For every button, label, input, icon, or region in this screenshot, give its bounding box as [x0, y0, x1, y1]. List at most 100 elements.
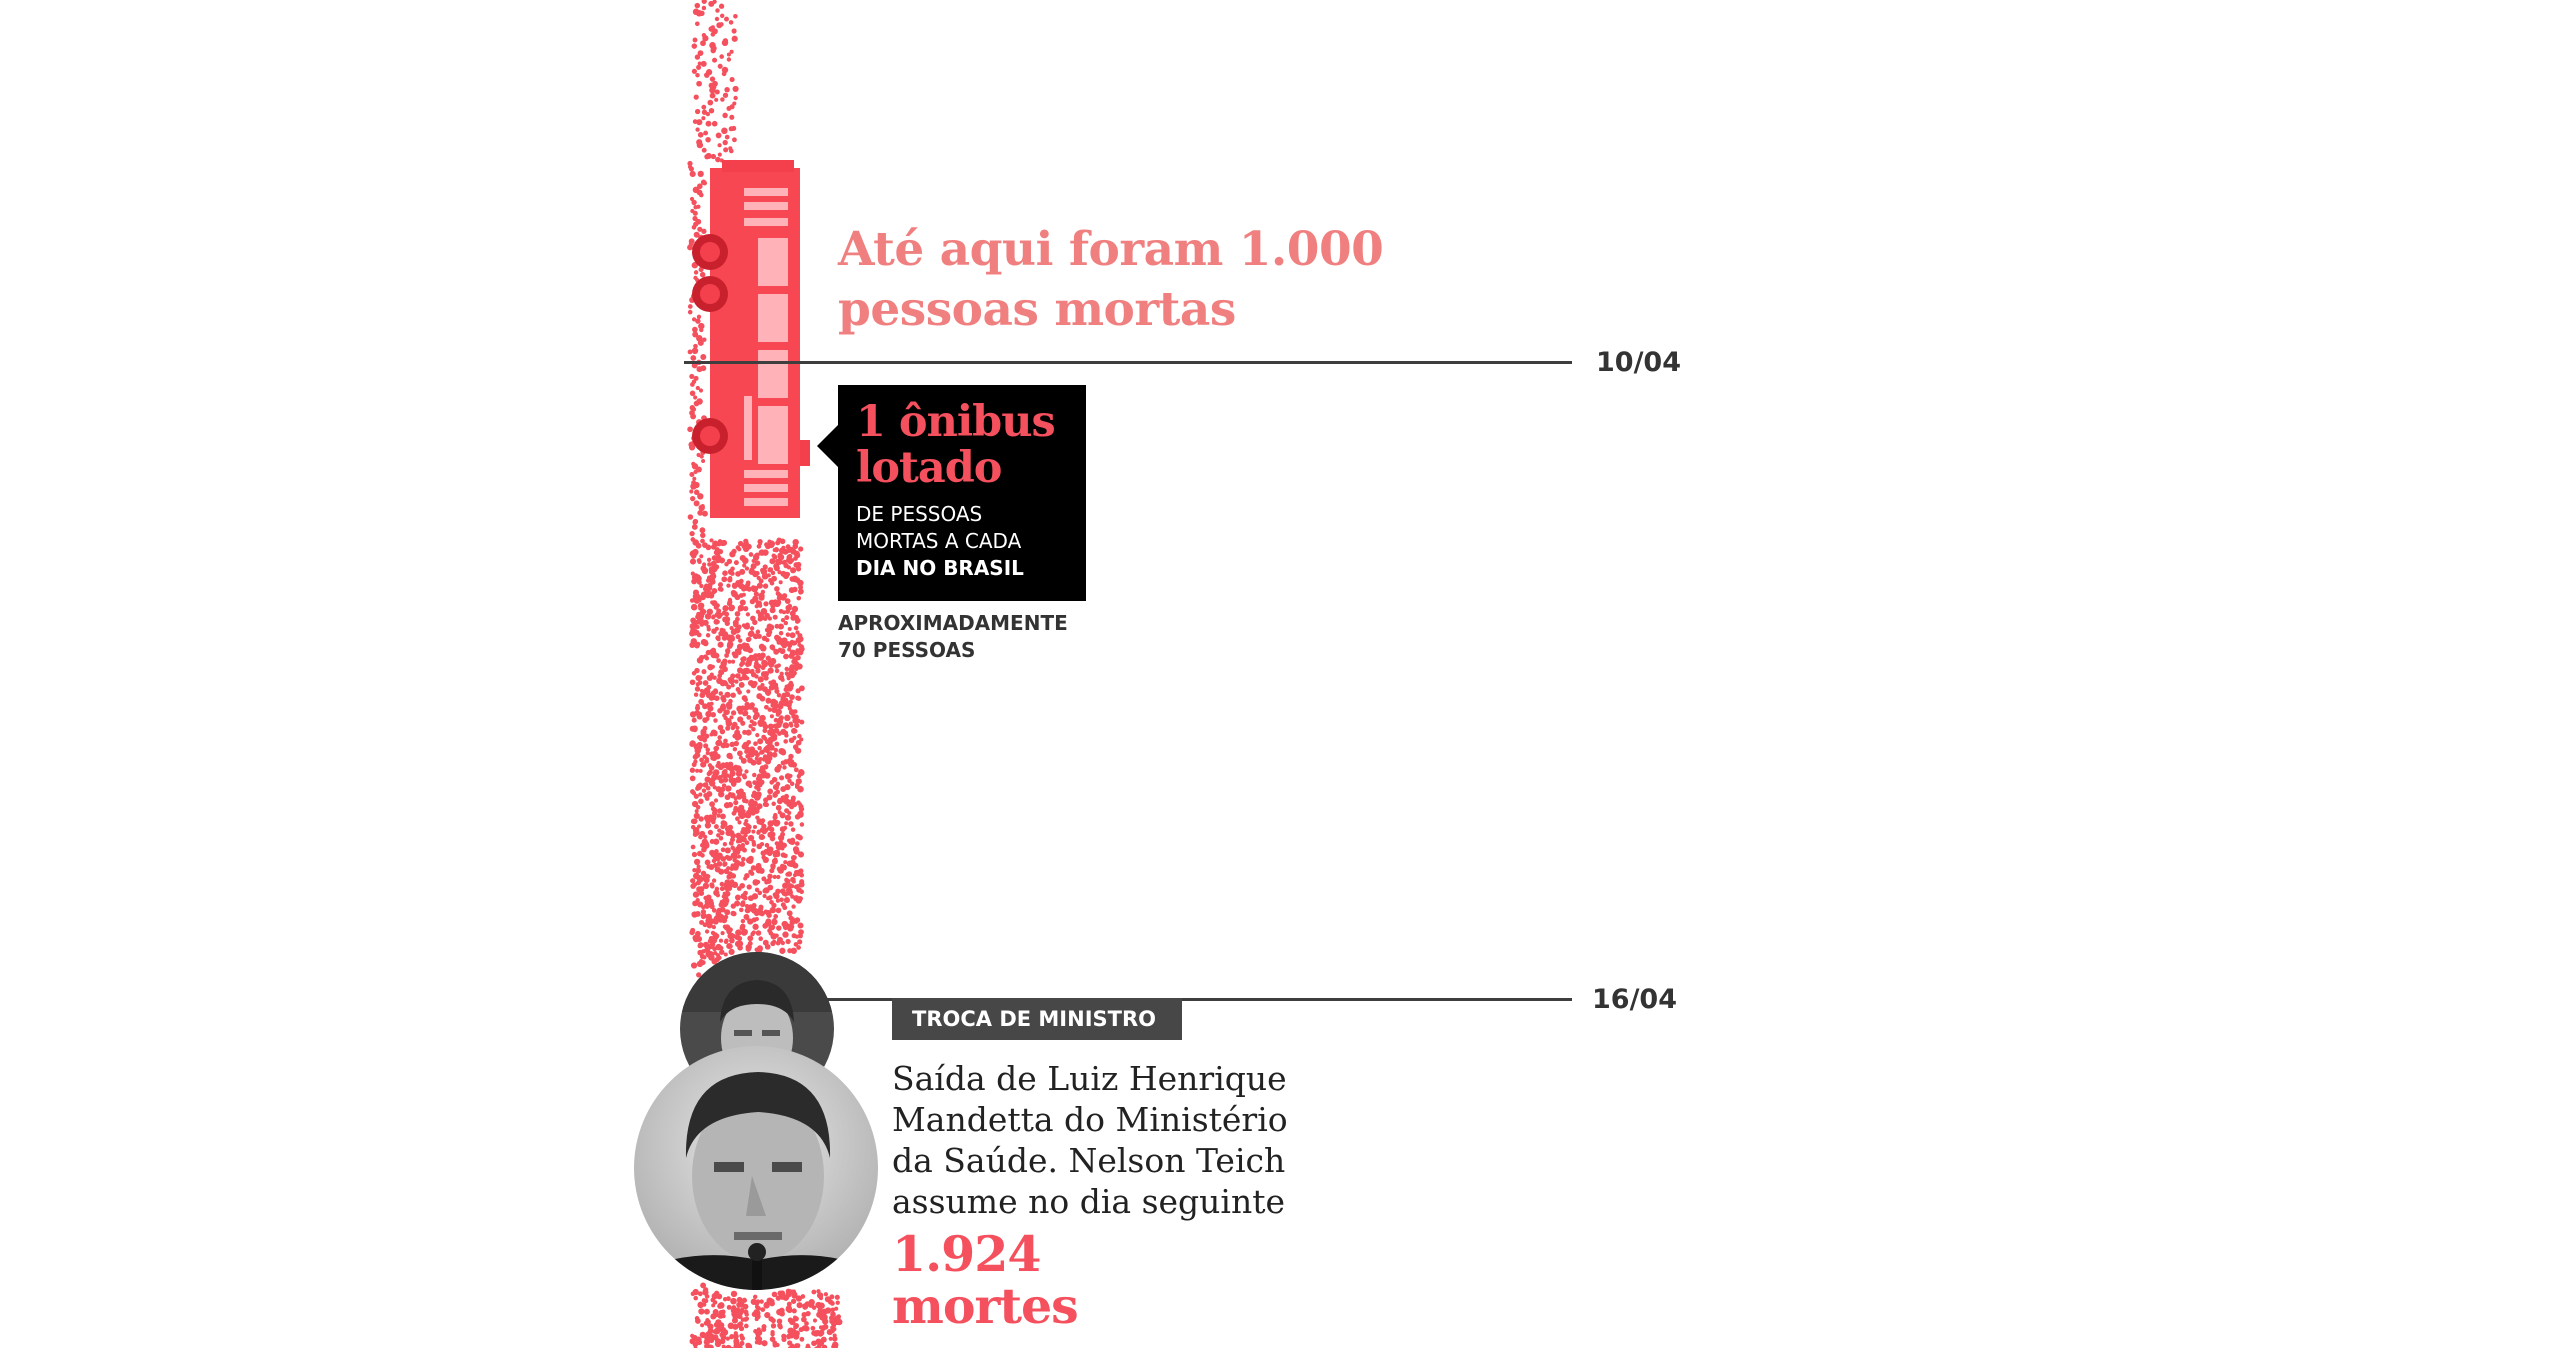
person-dot — [728, 677, 734, 683]
person-dot — [687, 514, 694, 520]
person-dot — [717, 735, 722, 740]
person-dot — [735, 776, 742, 783]
person-dot — [696, 80, 702, 87]
person-dot — [749, 752, 755, 758]
person-dot — [707, 664, 714, 671]
person-dot — [775, 844, 783, 851]
person-dot — [695, 674, 702, 682]
person-dot — [762, 728, 768, 734]
person-dot — [751, 793, 756, 799]
person-dot — [694, 21, 700, 27]
person-dot — [767, 667, 774, 674]
person-dot — [699, 920, 704, 925]
person-dot — [717, 63, 723, 69]
person-dot — [721, 697, 727, 703]
person-dot — [790, 614, 797, 621]
person-dot — [749, 871, 755, 876]
person-dot — [738, 681, 745, 688]
person-dot — [722, 1297, 728, 1302]
person-dot — [730, 725, 736, 731]
person-dot — [762, 764, 769, 770]
person-dot — [718, 791, 725, 798]
person-dot — [737, 844, 742, 849]
person-dot — [693, 692, 699, 697]
person-dot — [772, 874, 777, 880]
person-dot — [700, 532, 706, 539]
person-dot — [794, 919, 799, 924]
person-dot — [695, 880, 701, 886]
person-dot — [835, 1300, 840, 1305]
person-dot — [702, 680, 709, 686]
person-dot — [746, 586, 752, 592]
person-dot — [722, 112, 728, 119]
person-dot — [766, 912, 772, 918]
person-dot — [769, 826, 775, 832]
person-dot — [690, 552, 697, 559]
person-dot — [699, 327, 704, 333]
person-dot — [796, 696, 802, 702]
person-dot — [801, 1311, 807, 1318]
person-dot — [691, 224, 697, 230]
person-dot — [755, 1329, 763, 1336]
callout-pointer — [817, 424, 839, 468]
person-dot — [700, 853, 705, 858]
person-dot — [716, 1325, 723, 1333]
person-dot — [726, 106, 732, 111]
person-dot — [750, 931, 755, 937]
person-dot — [783, 620, 788, 626]
person-dot — [818, 1302, 825, 1309]
person-dot — [719, 949, 725, 955]
person-dot — [755, 733, 760, 738]
person-dot — [777, 552, 783, 558]
person-dot — [783, 739, 788, 744]
person-dot — [728, 148, 734, 154]
person-dot — [719, 664, 724, 670]
person-dot — [787, 948, 793, 954]
person-dot — [779, 1290, 786, 1296]
person-dot — [789, 1327, 794, 1332]
person-dot — [831, 1321, 837, 1327]
person-dot — [730, 1290, 738, 1298]
person-dot — [687, 304, 693, 309]
person-dot — [757, 745, 762, 751]
person-dot — [786, 565, 792, 570]
person-dot — [714, 695, 720, 701]
person-dot — [705, 710, 712, 718]
person-dot — [708, 863, 715, 871]
person-dot — [779, 648, 786, 655]
person-dot — [764, 943, 771, 950]
person-dot — [735, 725, 740, 730]
person-dot — [722, 900, 729, 907]
person-dot — [787, 684, 794, 691]
person-dot — [733, 740, 740, 747]
person-dot — [726, 856, 731, 861]
date-label-1004: 10/04 — [1596, 347, 1682, 378]
person-dot — [828, 1336, 833, 1341]
callout-big-line-1: 1 ônibus — [856, 397, 1056, 447]
person-dot — [775, 804, 782, 811]
person-dot — [789, 610, 796, 617]
person-dot — [787, 626, 792, 632]
person-dot — [748, 724, 753, 729]
person-dot — [767, 707, 773, 712]
person-dot — [770, 924, 776, 930]
person-dot — [789, 576, 796, 582]
person-dot — [793, 848, 800, 855]
person-dot — [724, 561, 729, 567]
person-dot — [711, 120, 718, 127]
person-dot — [715, 856, 721, 862]
person-dot — [765, 543, 771, 550]
person-dot — [689, 642, 696, 648]
person-dot — [769, 780, 775, 785]
person-dot — [732, 848, 738, 854]
person-dot — [699, 554, 704, 559]
person-dot — [692, 831, 698, 837]
person-dot — [749, 598, 756, 605]
person-dot — [732, 85, 739, 92]
person-dot — [769, 714, 774, 719]
person-dot — [781, 642, 788, 649]
person-dot — [745, 946, 752, 952]
bus-icon — [692, 160, 810, 518]
person-dot — [752, 570, 759, 578]
person-dot — [696, 314, 702, 319]
